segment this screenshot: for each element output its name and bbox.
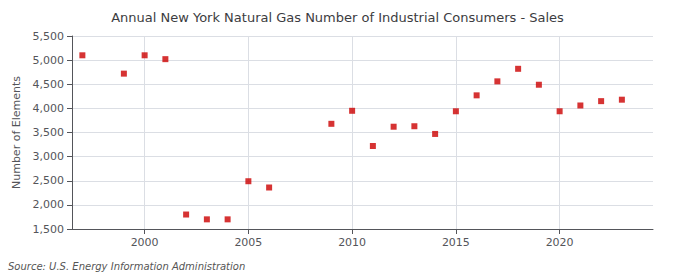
svg-text:Annual New York Natural Gas Nu: Annual New York Natural Gas Number of In…	[111, 10, 564, 25]
svg-text:Number of Elements: Number of Elements	[10, 76, 23, 189]
svg-text:2010: 2010	[338, 236, 366, 249]
svg-text:2,000: 2,000	[33, 198, 65, 211]
svg-text:4,000: 4,000	[33, 102, 65, 115]
svg-text:2,500: 2,500	[33, 174, 65, 187]
svg-text:2005: 2005	[234, 236, 262, 249]
svg-text:5,500: 5,500	[33, 30, 65, 43]
svg-text:2015: 2015	[442, 236, 470, 249]
svg-text:Source: U.S. Energy Informatio: Source: U.S. Energy Information Administ…	[8, 261, 245, 272]
svg-text:2020: 2020	[546, 236, 574, 249]
svg-text:1,500: 1,500	[33, 223, 65, 236]
svg-text:2000: 2000	[131, 236, 159, 249]
svg-text:5,000: 5,000	[33, 54, 65, 67]
svg-text:4,500: 4,500	[33, 78, 65, 91]
svg-text:3,500: 3,500	[33, 126, 65, 139]
svg-text:3,000: 3,000	[33, 150, 65, 163]
